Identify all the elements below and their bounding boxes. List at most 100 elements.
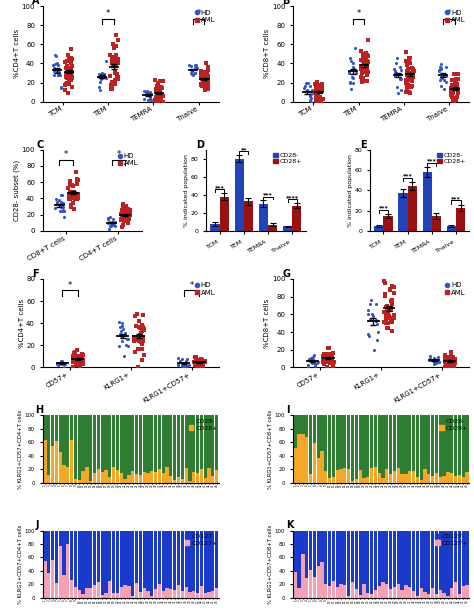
Point (329, 348, 337, 358)
Point (448, 76, 456, 85)
Point (106, 71, 114, 81)
Bar (332, 477, 335, 483)
Point (134, 344, 142, 354)
Point (71, 356, 79, 365)
Point (198, 357, 205, 367)
Point (407, 58, 414, 68)
Point (452, 81, 459, 91)
Point (65, 194, 73, 204)
Point (403, 66, 410, 76)
Point (108, 218, 115, 228)
Point (192, 62, 200, 71)
Point (111, 221, 118, 231)
Bar (408, 531, 411, 587)
Point (387, 303, 394, 313)
Point (363, 59, 371, 69)
Point (69, 351, 77, 361)
Point (104, 213, 111, 223)
Point (454, 74, 462, 84)
Bar (351, 583, 354, 598)
Point (65, 79, 73, 89)
Point (314, 87, 321, 97)
Point (312, 87, 319, 96)
Point (307, 353, 314, 363)
Legend: CD127-, CD127+: CD127-, CD127+ (185, 534, 218, 546)
Point (381, 278, 389, 288)
Point (361, 66, 369, 76)
Point (130, 336, 137, 346)
Point (68, 72, 76, 82)
Bar (385, 584, 389, 598)
Point (451, 354, 459, 364)
Point (72, 194, 80, 204)
Point (67, 53, 75, 63)
Bar (432, 216, 441, 231)
Bar (389, 473, 392, 483)
Point (64, 66, 71, 76)
Point (137, 328, 145, 338)
Point (309, 353, 317, 362)
Point (106, 212, 114, 222)
Bar (404, 415, 408, 473)
Point (384, 308, 392, 318)
Point (365, 67, 372, 77)
Point (426, 354, 434, 364)
Point (191, 353, 199, 362)
Point (346, 77, 354, 87)
Bar (123, 531, 127, 585)
Point (136, 323, 143, 332)
Bar (305, 415, 308, 437)
Point (64, 71, 72, 81)
Bar (462, 531, 465, 586)
Point (147, 88, 155, 98)
Point (183, 361, 191, 371)
Bar (431, 415, 434, 476)
Point (322, 352, 330, 362)
Point (347, 56, 355, 65)
Point (123, 210, 131, 220)
Bar (343, 468, 346, 483)
Bar (313, 443, 316, 483)
Text: ***: *** (378, 205, 388, 210)
Point (68, 187, 75, 196)
Point (430, 357, 438, 367)
Point (146, 95, 154, 104)
Point (403, 60, 411, 70)
Legend: HD, AML: HD, AML (195, 282, 216, 296)
Point (451, 81, 459, 90)
Point (319, 351, 327, 361)
Point (140, 325, 148, 334)
Point (366, 314, 374, 324)
Bar (389, 415, 392, 473)
Point (408, 63, 415, 73)
Bar (55, 531, 58, 583)
Bar (332, 581, 335, 598)
Point (137, 337, 145, 347)
Point (305, 354, 313, 364)
Point (201, 77, 208, 87)
Point (157, 82, 165, 92)
Bar (158, 531, 161, 584)
Point (51, 70, 58, 79)
Bar (139, 531, 142, 592)
Point (52, 59, 59, 69)
Point (304, 79, 312, 88)
Bar (211, 476, 214, 483)
Bar (211, 590, 214, 598)
Point (373, 335, 380, 345)
Point (388, 281, 396, 290)
Bar (188, 531, 191, 592)
Bar (63, 415, 66, 465)
Bar (324, 584, 328, 598)
Bar (309, 415, 312, 474)
Bar (165, 467, 169, 483)
Point (441, 354, 449, 364)
Bar (63, 575, 66, 598)
Point (436, 62, 444, 71)
Point (448, 358, 456, 368)
Point (201, 72, 209, 82)
Bar (200, 586, 203, 598)
Point (134, 336, 141, 345)
Bar (154, 472, 157, 483)
Bar (169, 589, 173, 598)
